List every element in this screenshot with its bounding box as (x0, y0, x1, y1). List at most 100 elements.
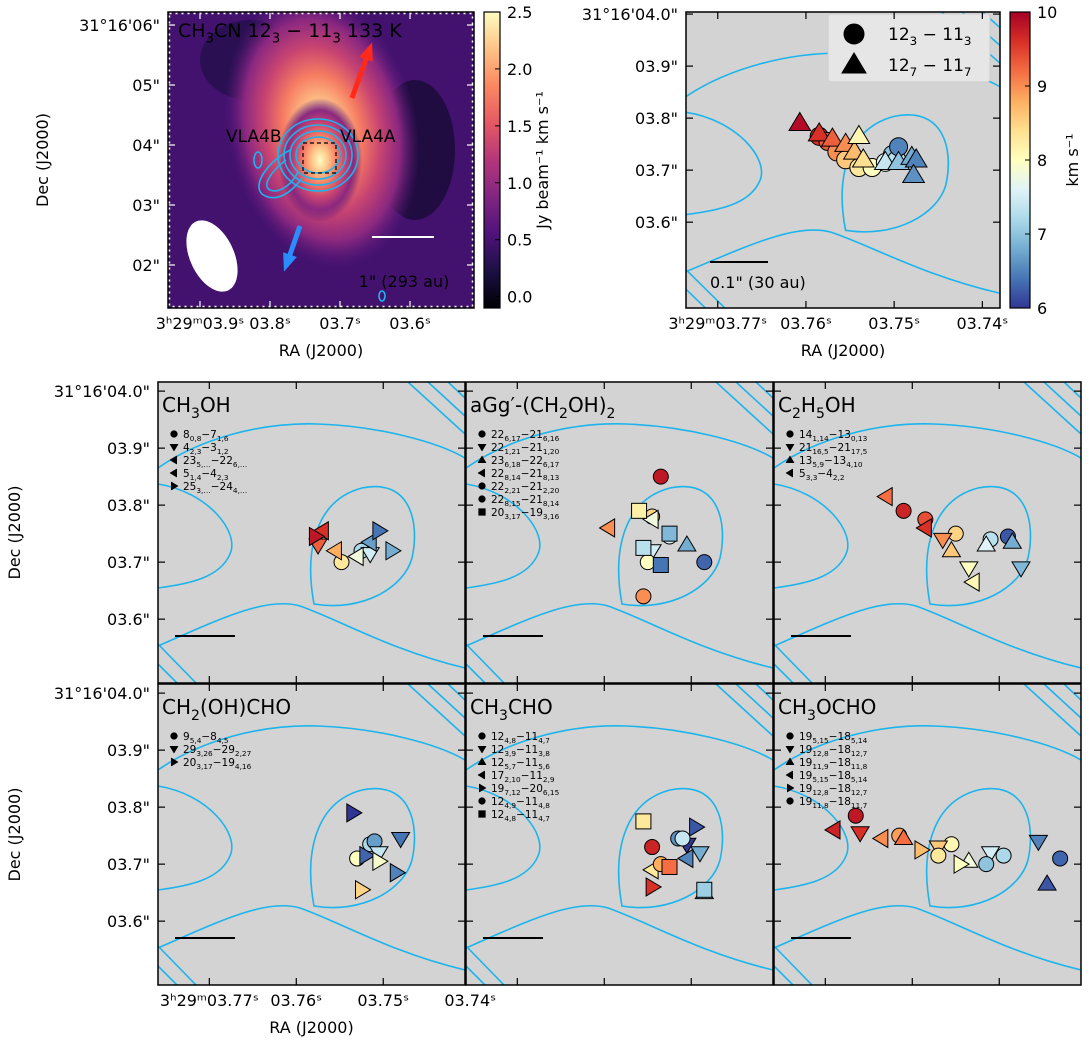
legend-label-part: −21 (829, 442, 851, 454)
panel: CH2(OH)CHO95,4−84,5293,26−292,27203,17−1… (158, 684, 465, 985)
colorbar-label: km s⁻¹ (1063, 133, 1082, 186)
legend-label-part: −11 (521, 770, 543, 782)
panel-title: CH3OH (162, 393, 231, 422)
legend-label-part: 5,9 (812, 460, 824, 469)
marker-triangle (785, 455, 795, 463)
legend-label-part: − 11 (917, 25, 964, 45)
marker-triangle (389, 862, 407, 883)
x-tick-label: 3ʰ29ᵐ03.77ˢ (160, 991, 259, 1010)
colorbar-tick-label: 1.0 (507, 174, 532, 193)
y-tick-label: 31°16'04.0" (54, 684, 150, 703)
marker-triangle (904, 147, 928, 168)
marker-circle (930, 847, 947, 864)
marker-square (652, 556, 669, 573)
marker-triangle (893, 828, 914, 845)
marker-triangle (785, 757, 795, 765)
y-tick-label: 03.8" (635, 109, 678, 128)
legend-label-part: −13 (824, 455, 846, 467)
marker-square (478, 810, 486, 818)
marker-triangle (958, 561, 979, 578)
legend-label-part: 19 (491, 783, 504, 795)
legend-label-part: 5,6 (538, 762, 550, 771)
panel-title-part: 3 (191, 406, 200, 422)
legend-label-part: 2,3 (217, 473, 229, 482)
legend-label-part: 12 (888, 25, 910, 45)
y-tick-label: 03" (132, 196, 160, 215)
marker-triangle (390, 831, 411, 849)
legend-label-part: 6,… (233, 460, 247, 469)
colorbar-tick-label: 1.5 (507, 117, 532, 136)
y-tick-label: 03.6" (107, 610, 150, 629)
legend-label-part: −18 (829, 731, 851, 743)
marker-triangle (676, 848, 694, 869)
marker-circle (696, 554, 713, 571)
marker-triangle (477, 455, 487, 463)
marker-triangle (807, 121, 831, 142)
marker-square (635, 813, 652, 830)
marker-circle (895, 502, 912, 519)
panel-frame-ticks (168, 12, 474, 308)
legend-label-part: 3,17 (196, 762, 213, 771)
panel-frame (465, 381, 774, 684)
x-axis-label: RA (J2000) (279, 341, 363, 360)
panel: CH3OH80,8−71,642,3−31,2235,…−226,…51,4−4… (158, 382, 465, 683)
marker-triangle (785, 746, 795, 754)
legend-label-part: 19 (799, 744, 812, 756)
panel-title: CH3CN 123 − 113 133 K (178, 20, 402, 47)
y-tick-label: 31°16'04.0" (582, 5, 678, 24)
legend-label: 51,4−42,3 (183, 468, 229, 482)
legend-label-part: 6,17 (543, 460, 560, 469)
legend-label-part: 11,7 (851, 801, 868, 810)
legend-label: 125,7−115,6 (491, 757, 550, 771)
marker-circle (943, 836, 960, 853)
marker-triangle (171, 757, 179, 767)
contour (283, 124, 353, 186)
marker-triangle (372, 520, 389, 541)
legend-label-part: 8,14 (543, 499, 560, 508)
x-axis-label: RA (J2000) (801, 341, 885, 360)
legend-label-part: 4,8 (504, 736, 516, 745)
annotation: VLA4B (226, 127, 282, 147)
legend-label-part: 4,5 (217, 736, 229, 745)
legend-label-part: −18 (829, 770, 851, 782)
marker-triangle (477, 444, 487, 452)
marker-triangle (787, 783, 795, 793)
y-tick-label: 03.9" (635, 57, 678, 76)
legend-label: 1912,8−1812,7 (799, 744, 868, 758)
beam (186, 220, 238, 292)
marker-circle (847, 807, 864, 824)
marker-square (696, 881, 713, 898)
marker-triangle (841, 52, 867, 74)
legend-label-part: 5,14 (851, 775, 868, 784)
legend-label-part: −19 (213, 757, 235, 769)
legend-label-part: 6,15 (543, 788, 560, 797)
y-tick-label: 31°16'06" (79, 16, 160, 35)
legend-label-part: 20 (183, 757, 196, 769)
panel-title-part: CH (470, 695, 499, 719)
marker-triangle (689, 817, 706, 837)
y-tick-label: 02" (132, 256, 160, 275)
legend-label: 172,10−112,9 (491, 770, 555, 784)
panel-title-part: 3 (206, 32, 214, 47)
colorbar-tick-label: 6 (1037, 299, 1047, 318)
marker-triangle (598, 518, 616, 538)
panel-frame (773, 683, 1082, 986)
legend-label-part: −13 (829, 429, 851, 441)
legend-label-part: 12 (491, 757, 504, 769)
marker-triangle (477, 468, 485, 478)
panel: aGg′-(CH2OH)2226,17−216,16221,21−211,202… (466, 382, 773, 683)
legend-label-part: 2,10 (504, 775, 521, 784)
legend-label-part: −21 (521, 494, 543, 506)
legend-label-part: 9 (183, 731, 190, 743)
panel-title-part: C (778, 393, 792, 417)
marker-square (661, 858, 678, 875)
legend-label: 195,15−185,14 (799, 731, 868, 745)
legend-label-part: 12 (491, 796, 504, 808)
legend-label-part: −4 (817, 468, 833, 480)
panel-background (774, 684, 1081, 985)
panel-title-part: 3 (499, 708, 508, 724)
legend-label-part: 4,8 (538, 801, 550, 810)
marker-triangle (847, 124, 871, 145)
x-tick-label: 03.74ˢ (956, 314, 1008, 333)
marker-triangle (820, 127, 845, 147)
